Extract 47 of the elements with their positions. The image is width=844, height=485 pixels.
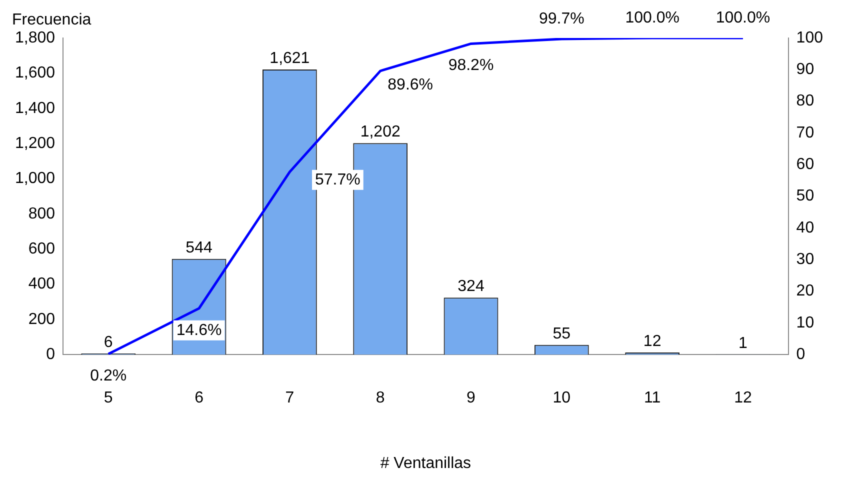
data-label: 0.2%	[90, 367, 127, 384]
data-label: 12	[643, 332, 662, 350]
data-label: 57.7%	[314, 171, 360, 188]
x-tick-label: 11	[644, 390, 661, 407]
data-label: 324	[458, 278, 484, 296]
data-label: 1	[738, 334, 748, 352]
x-tick-label: 10	[552, 390, 571, 407]
data-label: 6	[104, 334, 113, 351]
y-tick-label: 1,800	[14, 29, 56, 46]
y-tick-label: 0	[46, 346, 56, 364]
y2-tick-label: 60	[796, 156, 814, 174]
y-axis-title: Frecuencia	[12, 11, 92, 28]
x-axis-title: # Ventanillas	[380, 454, 472, 472]
y2-tick-label: 0	[796, 346, 806, 364]
data-label: 89.6%	[388, 76, 434, 94]
data-label: 1,202	[360, 124, 400, 141]
x-tick-label: 6	[194, 390, 204, 407]
y2-tick-label: 10	[796, 314, 814, 332]
data-label: 100.0%	[625, 9, 680, 26]
y2-tick-label: 80	[796, 92, 814, 110]
y2-tick-label: 50	[796, 188, 814, 205]
y2-tick-label: 100	[796, 29, 824, 46]
y-tick-label: 1,600	[14, 64, 56, 82]
data-label: 100.0%	[716, 9, 770, 26]
y2-tick-label: 30	[796, 251, 814, 268]
y2-tick-label: 40	[796, 219, 814, 236]
y-tick-label: 600	[28, 240, 56, 258]
x-tick-label: 8	[376, 390, 385, 407]
data-label: 14.6%	[176, 322, 222, 339]
y-tick-label: 1,200	[14, 134, 56, 152]
data-label: 98.2%	[448, 57, 494, 74]
data-label: 99.7%	[538, 10, 584, 28]
y-tick-label: 400	[28, 276, 56, 293]
y2-tick-label: 90	[796, 61, 814, 78]
y2-tick-label: 20	[796, 282, 814, 300]
x-tick-label: 12	[734, 390, 752, 407]
y-tick-label: 800	[28, 205, 56, 222]
data-label: 1,621	[270, 50, 310, 67]
x-tick-label: 7	[285, 390, 294, 407]
x-tick-label: 5	[104, 390, 113, 407]
x-tick-label: 9	[466, 390, 476, 407]
y-tick-label: 1,400	[14, 100, 56, 117]
y-tick-label: 200	[28, 310, 56, 328]
y-tick-label: 1,000	[14, 170, 56, 188]
data-label: 55	[552, 325, 571, 342]
data-label: 544	[186, 239, 212, 256]
y2-tick-label: 70	[796, 124, 814, 142]
